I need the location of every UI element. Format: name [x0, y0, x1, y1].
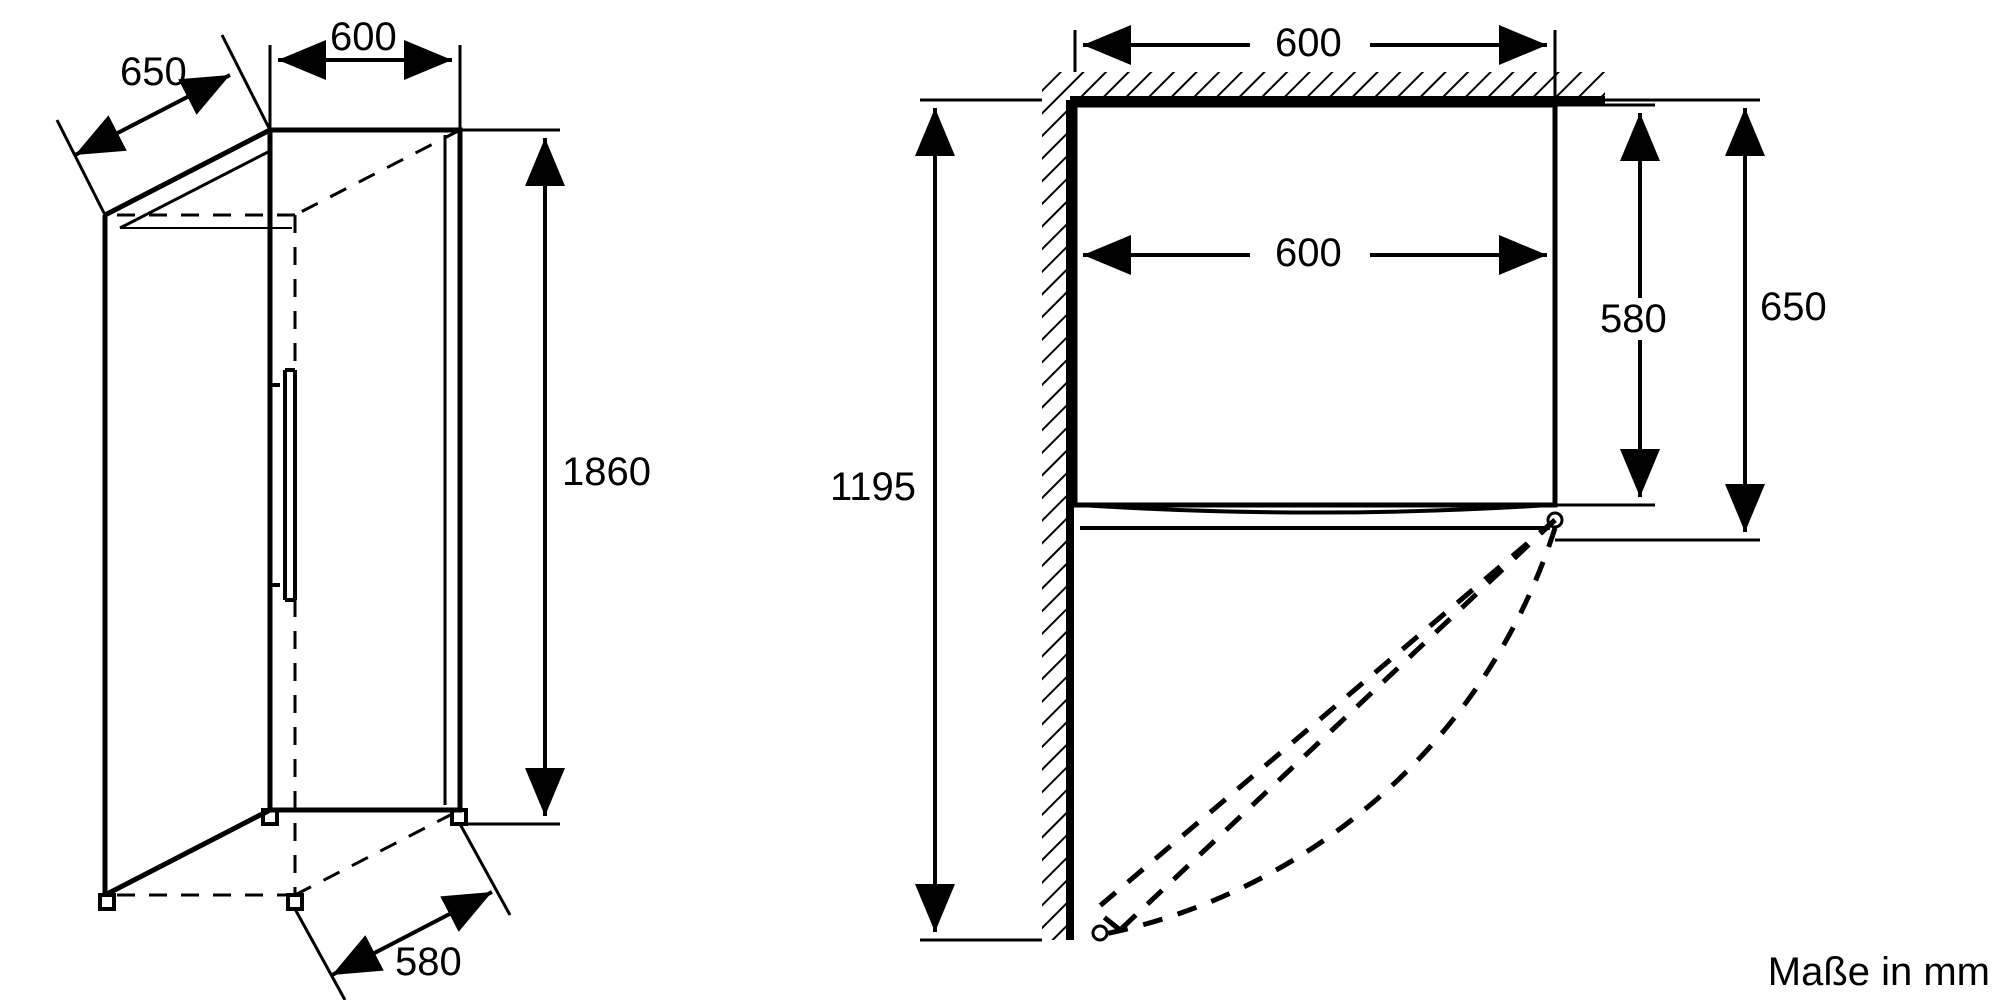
top-view: 600 600 580 580 650 1195 [830, 20, 1827, 940]
isometric-view: 650 600 1860 580 [57, 15, 651, 1000]
dim-swing-label: 1195 [830, 465, 916, 509]
technical-drawing: 650 600 1860 580 [0, 0, 2000, 1000]
dim-inner-width-label: 600 [1275, 231, 1342, 275]
dim-basedepth-label: 580 [395, 940, 462, 984]
dim-depth-label: 650 [120, 50, 187, 94]
footer-units: Maße in mm [1768, 950, 1990, 994]
dim-inner-depth-label2: 580 [1600, 297, 1667, 341]
dim-width-label: 600 [330, 15, 397, 59]
dim-outer-depth-label: 650 [1760, 285, 1827, 329]
handle [270, 370, 295, 600]
dim-height-label: 1860 [562, 450, 651, 494]
dim-outer-width-label: 600 [1275, 21, 1342, 65]
